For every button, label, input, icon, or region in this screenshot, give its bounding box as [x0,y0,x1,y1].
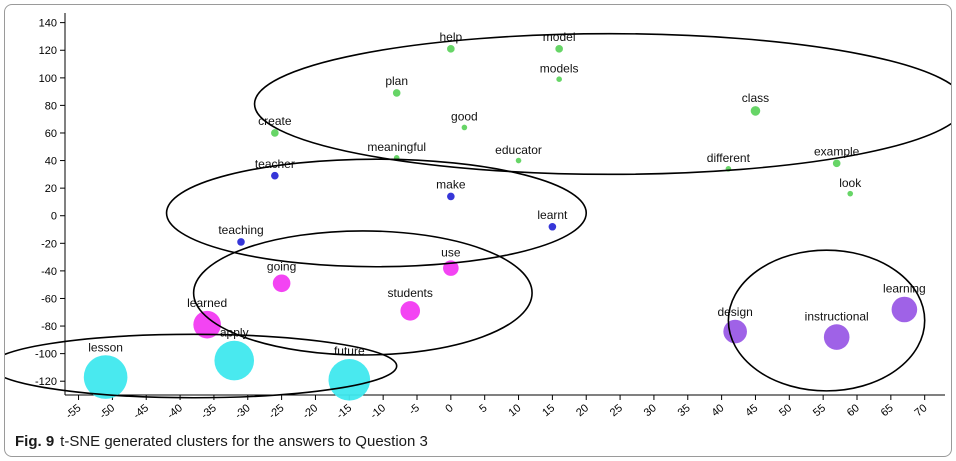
point-going [272,274,291,293]
y-tick-label: -100 [35,349,57,361]
x-tick-label: -35 [199,402,219,421]
point-make [447,192,455,201]
point-label-meaningful: meaningful [367,140,426,154]
y-tick-label: 140 [39,18,57,30]
point-label-going: going [267,259,296,273]
figure-frame: 140 120 100 80 60 40 20 0 -20 -40 -60 -80 -100 -120 -5… [4,4,952,457]
point-label-learning: learning [883,282,926,296]
point-look [847,190,854,197]
figure-caption: Fig. 9 t-SNE generated clusters for the a… [15,433,428,450]
x-tick-label: 70 [913,402,930,419]
point-good [461,124,468,131]
point-help [447,45,455,53]
point-future [328,359,371,401]
point-label-model: model [543,30,576,44]
point-label-educator: educator [495,143,542,157]
point-example [832,159,841,168]
point-label-design: design [717,305,752,319]
point-create [271,129,279,137]
x-tick-label: -55 [64,402,84,421]
x-tick-label: 0 [443,402,455,415]
x-tick-label: 50 [777,402,794,419]
y-tick-label: 120 [39,45,57,57]
x-tick-label: -50 [97,402,117,421]
point-label-class: class [742,91,769,105]
point-learnt [548,222,557,231]
point-models [556,76,562,82]
point-label-example: example [814,145,860,159]
cluster-ellipse-5 [727,249,926,392]
point-teaching [237,238,245,246]
x-tick-label: -10 [368,402,388,421]
cluster-ellipse-1 [253,32,951,176]
point-educator [515,157,522,164]
point-apply [214,340,255,381]
y-tick-label: -80 [41,321,57,333]
x-tick-label: -5 [407,402,422,417]
y-tick-label: -60 [41,293,57,305]
x-tick-label: 35 [676,402,693,419]
point-label-lesson: lesson [88,340,123,354]
x-tick-label: 10 [506,402,523,419]
point-labels: help modelmodelsplanclassgoodcreatemeanin… [88,30,925,358]
point-label-students: students [388,286,433,300]
data-points [83,45,918,401]
point-label-models: models [540,61,579,75]
figure-label: Fig. 9 [15,433,55,450]
point-learned [193,310,221,339]
x-tick-label: 55 [811,402,828,419]
y-tick-label: 0 [51,211,57,223]
x-tick-label: -20 [300,402,320,421]
point-teacher [271,171,279,180]
x-tick-label: 40 [709,402,726,419]
point-label-use: use [441,245,461,259]
point-label-different: different [707,151,751,165]
point-label-learned: learned [187,296,227,310]
point-model [555,45,563,53]
y-tick-label: 60 [45,128,57,140]
y-tick-label: 100 [39,73,57,85]
x-tick-label: -40 [165,402,185,421]
point-instructional [823,324,850,350]
y-tick-label: -120 [35,376,57,388]
tsne-scatter-chart: 140120100806040200-20-40-60-80-100-120-5… [5,13,951,422]
point-label-good: good [451,110,478,124]
point-label-instructional: instructional [805,309,869,323]
y-tick-label: -20 [41,238,57,250]
point-design [723,319,747,344]
figure-caption-text: t-SNE generated clusters for the answers… [60,433,428,450]
cluster-ellipse-4 [5,333,398,399]
point-learning [891,296,918,323]
y-tick-label: 80 [45,100,57,112]
point-label-create: create [258,114,292,128]
x-tick-label: -45 [131,402,151,421]
point-plan [392,89,401,97]
cluster-ellipse-2 [165,158,588,268]
x-tick-label: 65 [879,402,896,419]
point-label-teaching: teaching [218,223,263,237]
x-tick-label: 30 [642,402,659,419]
y-tick-label: 20 [45,183,57,195]
point-lesson [83,355,128,399]
y-tick-label: 40 [45,156,57,168]
point-label-look: look [839,176,862,190]
x-tick-label: 5 [477,402,489,415]
point-class [750,106,761,116]
cluster-ellipse-3 [192,230,533,356]
x-tick-label: -15 [334,402,354,421]
x-tick-label: 15 [540,402,557,419]
x-tick-label: 25 [608,402,625,419]
point-label-learnt: learnt [537,208,568,222]
axes: 140120100806040200-20-40-60-80-100-120-5… [35,13,945,422]
x-tick-label: -30 [233,402,253,421]
x-tick-label: -25 [267,402,287,421]
x-tick-label: 60 [845,402,862,419]
y-tick-label: -40 [41,266,57,278]
point-label-plan: plan [385,74,408,88]
point-label-make: make [436,178,466,192]
x-tick-label: 20 [574,402,591,419]
point-students [400,301,421,321]
x-tick-label: 45 [743,402,760,419]
cluster-ellipses [5,32,951,399]
